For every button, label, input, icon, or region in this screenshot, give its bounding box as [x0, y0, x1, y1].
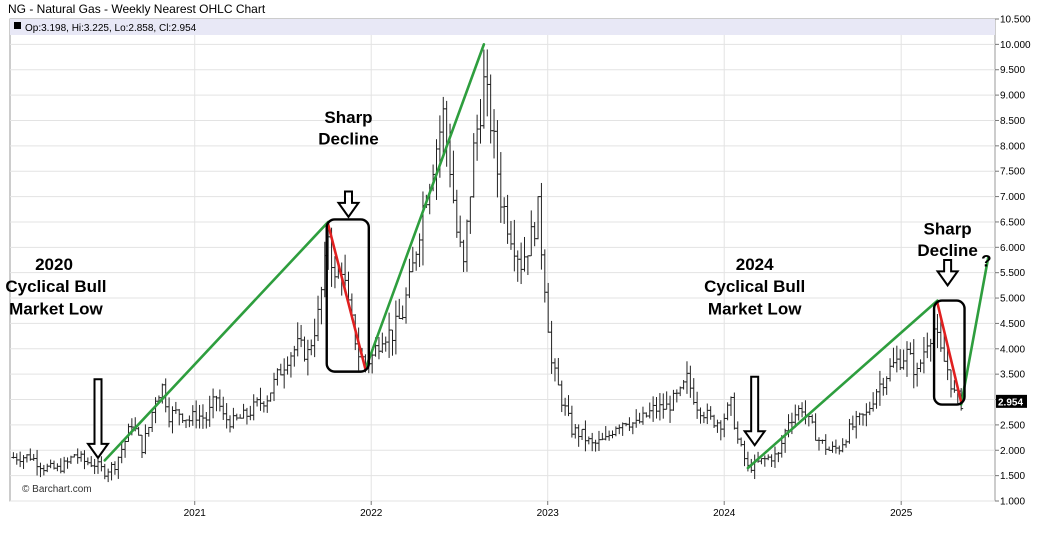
y-tick-label: 8.000 — [1000, 141, 1025, 152]
plot-area — [9, 18, 996, 502]
y-tick-label: 4.500 — [1000, 319, 1025, 330]
annotation-label: 2020 — [35, 255, 73, 274]
trend-line — [746, 299, 939, 470]
x-axis: 2021 2022 2023 2024 2025 — [184, 501, 913, 519]
annotation-label: Decline — [917, 241, 977, 260]
y-tick-label: 2.500 — [1000, 420, 1025, 431]
highlight-box — [932, 299, 966, 406]
down-arrow-icon — [935, 259, 960, 288]
info-square-icon — [14, 22, 21, 29]
watermark: © Barchart.com — [22, 484, 92, 495]
y-tick-label: 5.000 — [1000, 294, 1025, 305]
x-tick-label: 2025 — [890, 508, 913, 519]
annotation-label: Decline — [318, 129, 378, 148]
x-tick-label: 2022 — [360, 508, 383, 519]
y-tick-label: 2.000 — [1000, 446, 1025, 457]
y-tick-label: 6.500 — [1000, 217, 1025, 228]
y-tick-label: 8.500 — [1000, 116, 1025, 127]
y-tick-label: 7.500 — [1000, 167, 1025, 178]
down-arrow-icon — [742, 375, 767, 447]
ohlc-info-bar: Op:3.198, Hi:3.225, Lo:2.858, Cl:2.954 — [14, 22, 197, 34]
x-tick-label: 2023 — [537, 508, 560, 519]
annotation-label: ? — [981, 252, 991, 271]
annotation-labels: 2020 Cyclical Bull Market Low Sharp Decline 2… — [5, 108, 991, 318]
trend-line — [103, 220, 330, 462]
x-tick-label: 2024 — [713, 508, 736, 519]
chart-title: NG - Natural Gas - Weekly Nearest OHLC C… — [8, 2, 266, 16]
y-tick-label: 1.000 — [1000, 497, 1025, 508]
ohlc-bars — [11, 49, 964, 483]
trend-line — [364, 43, 486, 371]
x-tick-label: 2021 — [184, 508, 207, 519]
y-tick-label: 9.500 — [1000, 65, 1025, 76]
annotation-label: Market Low — [708, 299, 802, 318]
trend-line — [326, 223, 367, 371]
y-tick-label: 6.000 — [1000, 243, 1025, 254]
y-tick-label: 9.000 — [1000, 91, 1025, 102]
ohlc-info-text: Op:3.198, Hi:3.225, Lo:2.858, Cl:2.954 — [25, 23, 197, 34]
annotation-label: 2024 — [736, 255, 774, 274]
y-tick-label: 1.500 — [1000, 471, 1025, 482]
y-tick-label: 10.000 — [1000, 40, 1031, 51]
y-tick-label: 3.500 — [1000, 370, 1025, 381]
annotation-label: Sharp — [324, 108, 372, 127]
y-tick-label: 10.500 — [1000, 15, 1031, 26]
annotation-label: Cyclical Bull — [704, 277, 805, 296]
trend-line — [936, 301, 963, 404]
annotation-label: Sharp — [924, 220, 972, 239]
highlight-box — [325, 218, 370, 373]
highlight-boxes — [325, 218, 966, 406]
y-axis: 1.0001.5002.0002.5003.0003.5004.0004.500… — [995, 15, 1031, 508]
annotation-arrows — [86, 190, 960, 460]
annotation-label: Market Low — [9, 299, 103, 318]
y-tick-label: 7.000 — [1000, 192, 1025, 203]
down-arrow-icon — [86, 378, 110, 460]
trend-lines — [103, 43, 990, 470]
y-tick-label: 5.500 — [1000, 268, 1025, 279]
annotation-label: Cyclical Bull — [5, 277, 106, 296]
last-price-label: 2.954 — [998, 397, 1023, 408]
y-tick-label: 4.000 — [1000, 344, 1025, 355]
last-price-marker: 2.954 — [996, 394, 1027, 408]
down-arrow-icon — [336, 190, 361, 219]
